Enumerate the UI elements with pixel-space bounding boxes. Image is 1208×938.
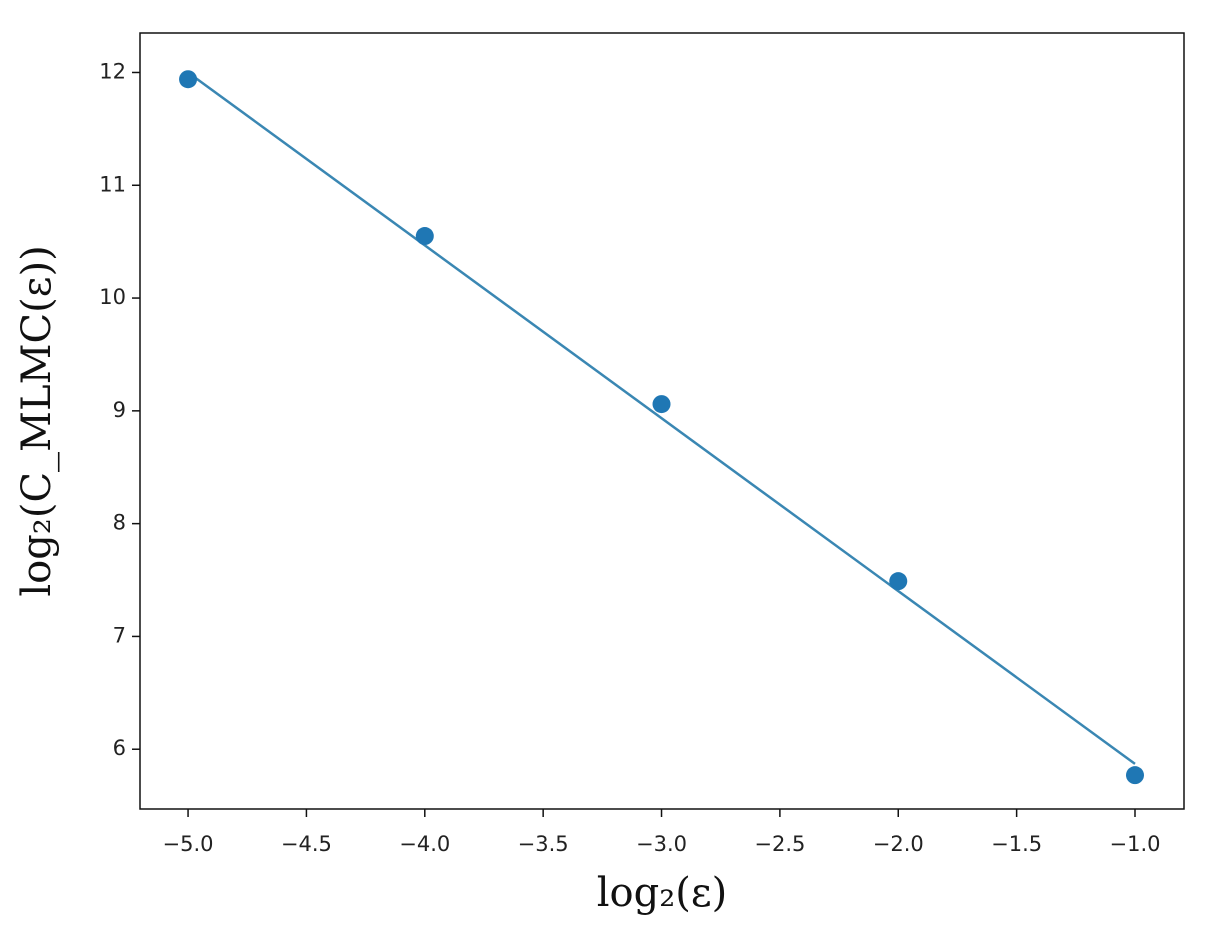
- data-point: [1125, 766, 1144, 785]
- fit-line: [187, 71, 1136, 765]
- x-tick-label: −1.5: [991, 832, 1042, 856]
- x-axis-label: log₂(ε): [597, 870, 727, 916]
- x-tick-label: −3.5: [518, 832, 569, 856]
- y-tick-label: 12: [99, 59, 126, 83]
- data-point: [415, 227, 434, 246]
- y-tick-label: 7: [113, 623, 126, 647]
- x-tick-label: −2.5: [754, 832, 805, 856]
- y-tick-label: 11: [99, 172, 126, 196]
- x-tick-label: −4.0: [399, 832, 450, 856]
- y-axis-label: log₂(C_MLMC(ε)): [14, 245, 60, 596]
- y-tick-label: 10: [99, 285, 126, 309]
- y-tick-label: 9: [113, 398, 126, 422]
- data-point: [179, 70, 198, 89]
- y-tick-label: 8: [113, 511, 126, 535]
- y-tick-label: 6: [113, 736, 126, 760]
- x-tick-label: −2.0: [873, 832, 924, 856]
- x-tick-label: −4.5: [281, 832, 332, 856]
- data-point: [889, 572, 908, 591]
- data-point: [652, 395, 671, 414]
- plot-frame: [139, 32, 1185, 810]
- x-tick-label: −1.0: [1109, 832, 1160, 856]
- x-tick-label: −3.0: [636, 832, 687, 856]
- x-tick-label: −5.0: [163, 832, 214, 856]
